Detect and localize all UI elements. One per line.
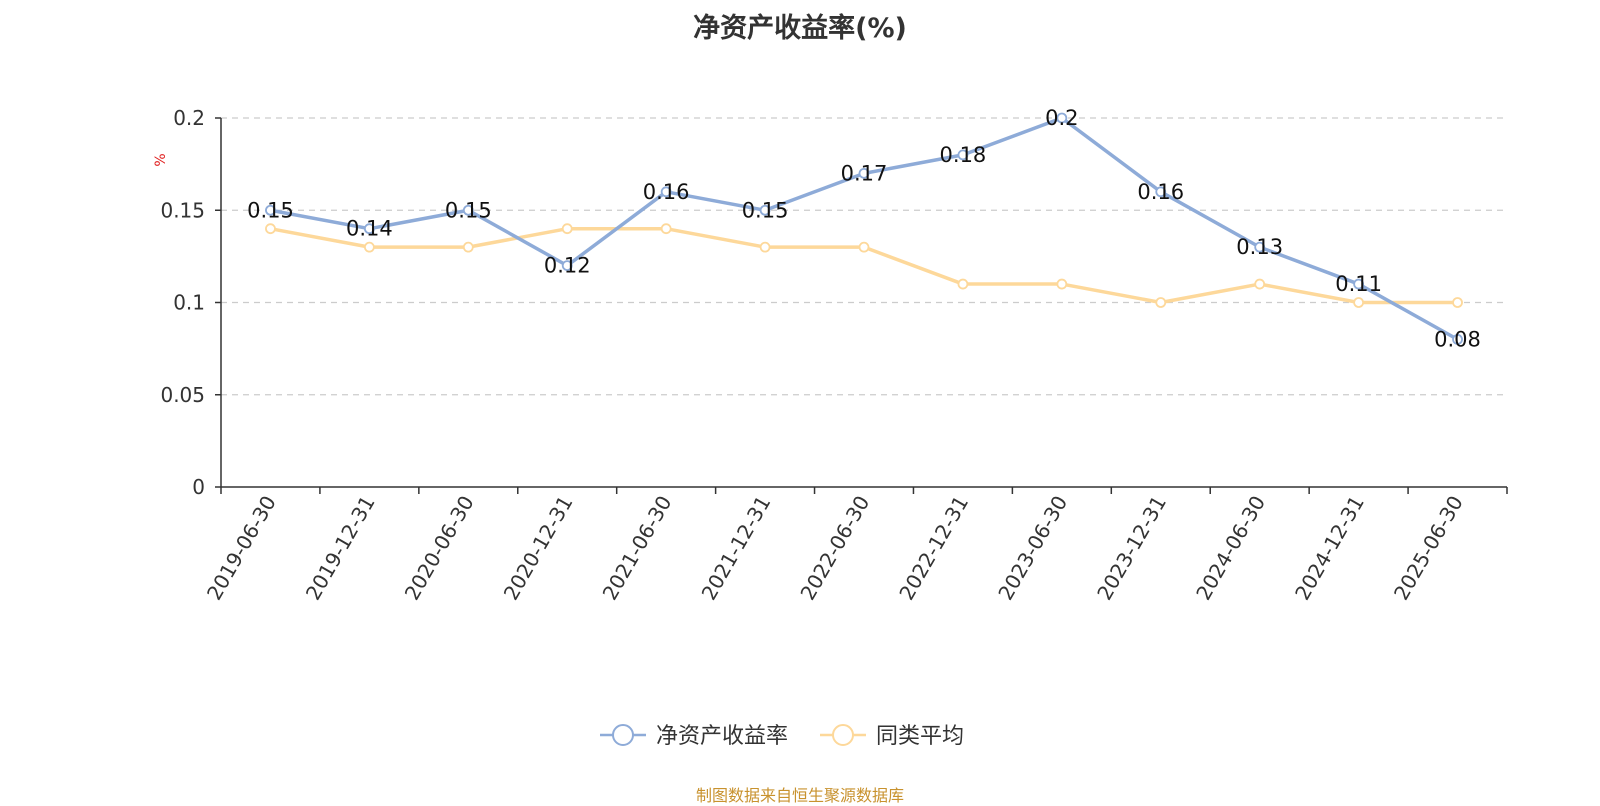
legend-label: 净资产收益率 [656, 724, 788, 749]
data-point [363, 223, 375, 235]
data-point [957, 149, 969, 161]
series-line [270, 116, 1459, 341]
data-label: 0.15 [247, 198, 294, 222]
x-tick-label: 2025-06-30 [1389, 492, 1468, 605]
data-point [1452, 333, 1463, 345]
y-tick-label: 0.05 [160, 383, 205, 407]
data-point [1452, 297, 1463, 308]
legend-marker [612, 724, 634, 746]
data-point [759, 204, 771, 216]
data-label: 0.16 [1137, 180, 1184, 204]
data-label: 0.12 [544, 254, 591, 278]
x-tick-label: 2020-12-31 [499, 492, 578, 605]
data-label: 0.18 [940, 143, 987, 167]
data-label: 0.13 [1236, 235, 1283, 259]
data-point [1155, 186, 1167, 198]
x-tick-label: 2021-12-31 [697, 492, 776, 605]
data-point [561, 260, 573, 272]
data-point [462, 241, 474, 253]
data-label: 0.14 [346, 217, 393, 241]
data-label: 0.2 [1045, 106, 1078, 130]
y-tick-label: 0.2 [173, 106, 205, 130]
data-point [759, 241, 771, 253]
data-point [1353, 297, 1365, 308]
data-point [1254, 278, 1266, 290]
x-tick-label: 2023-12-31 [1092, 492, 1171, 605]
data-point [462, 204, 474, 216]
data-label: 0.11 [1335, 272, 1382, 296]
data-point [1254, 241, 1266, 253]
data-point [1155, 297, 1167, 308]
x-tick-label: 2019-06-30 [202, 492, 281, 605]
x-tick-label: 2019-12-31 [301, 492, 380, 605]
x-tick-label: 2023-06-30 [993, 492, 1072, 605]
y-tick-label: 0 [192, 475, 205, 499]
x-tick-label: 2021-06-30 [598, 492, 677, 605]
data-point [660, 223, 672, 235]
data-point [1056, 112, 1068, 124]
x-tick-label: 2024-12-31 [1290, 492, 1369, 605]
x-tick-label: 2024-06-30 [1191, 492, 1270, 605]
data-point [660, 186, 672, 198]
data-label: 0.17 [841, 161, 888, 185]
data-label: 0.08 [1434, 327, 1481, 351]
chart-title: 净资产收益率(%) [693, 13, 907, 44]
data-label: 0.15 [742, 198, 789, 222]
legend-marker [832, 724, 854, 746]
data-point [858, 167, 870, 179]
y-tick-label: 0.1 [173, 291, 205, 315]
data-point [858, 241, 870, 253]
x-tick-label: 2022-06-30 [795, 492, 874, 605]
data-point [957, 278, 969, 290]
data-point [1353, 278, 1365, 290]
data-point [1056, 278, 1068, 290]
legend-label: 同类平均 [876, 724, 964, 749]
data-label: 0.16 [643, 180, 690, 204]
data-point [561, 223, 573, 235]
x-tick-label: 2020-06-30 [400, 492, 479, 605]
data-point [265, 223, 276, 235]
y-axis-label: % [153, 153, 169, 166]
x-tick-label: 2022-12-31 [894, 492, 973, 605]
y-tick-label: 0.15 [160, 198, 205, 222]
data-point [363, 241, 375, 253]
source-note: 制图数据来自恒生聚源数据库 [695, 786, 904, 805]
data-point [265, 204, 276, 216]
data-label: 0.15 [445, 198, 492, 222]
